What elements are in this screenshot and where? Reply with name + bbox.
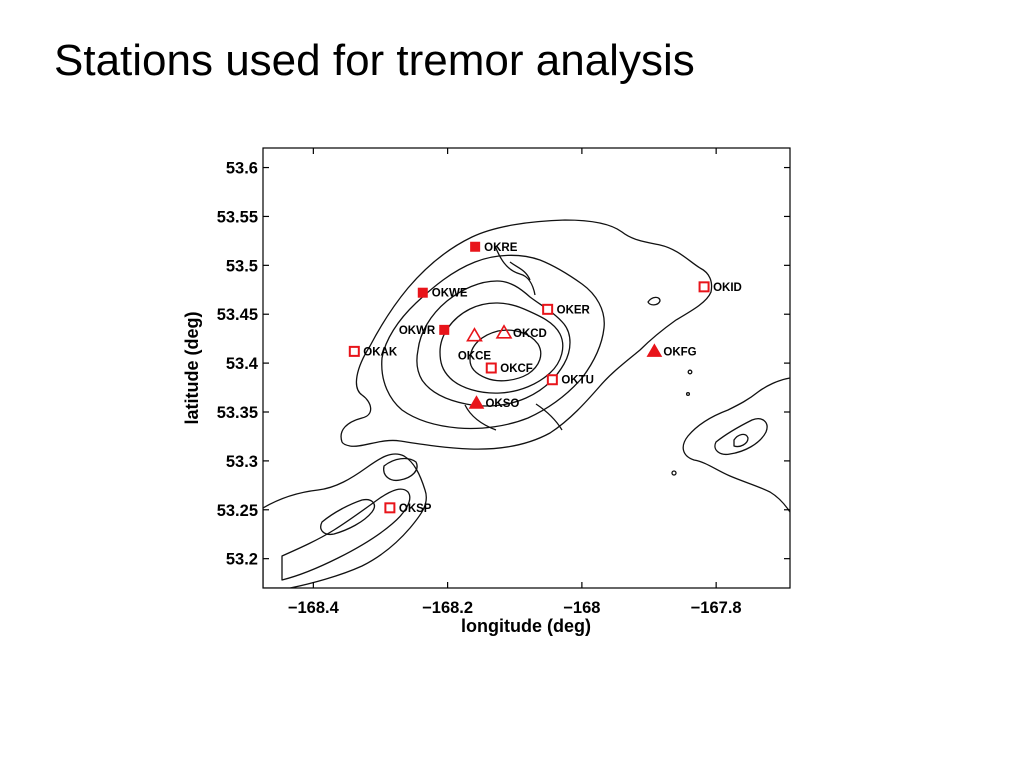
coastline-contour <box>340 219 713 450</box>
station-label: OKSO <box>485 398 519 410</box>
station-marker <box>417 287 428 298</box>
station-okce: OKCE <box>458 327 492 363</box>
islet-contour <box>685 391 691 397</box>
caldera-contour <box>439 302 564 394</box>
station-label: OKID <box>713 282 742 294</box>
ridge-contour <box>509 261 531 281</box>
station-marker <box>470 241 481 252</box>
inner-contour-2 <box>416 280 571 407</box>
y-tick-label: 53.45 <box>217 306 258 324</box>
station-marker <box>495 324 513 339</box>
islet-contour <box>687 369 693 375</box>
eastern-landmass-contour <box>714 418 768 456</box>
y-tick-label: 53.55 <box>217 208 258 226</box>
x-tick-label: −168.4 <box>288 599 340 617</box>
station-label: OKAK <box>363 346 398 358</box>
station-label: OKFG <box>663 346 696 358</box>
ridge-contour <box>535 403 563 431</box>
y-axis: 53.2 53.25 53.3 53.35 53.4 53.45 53.5 53.55 53.6 <box>217 160 790 569</box>
station-oker: OKER <box>542 303 591 316</box>
station-okfg: OKFG <box>646 343 697 358</box>
peninsula-contour <box>320 498 376 536</box>
station-marker <box>698 281 710 293</box>
slide-title: Stations used for tremor analysis <box>54 36 695 85</box>
station-okcf: OKCF <box>485 362 533 375</box>
y-tick-label: 53.6 <box>226 160 258 178</box>
station-marker <box>439 324 450 335</box>
station-okre: OKRE <box>470 241 518 254</box>
islet-contour <box>647 296 661 306</box>
x-tick-label: −168.2 <box>422 599 473 617</box>
station-label: OKCD <box>513 328 547 340</box>
station-label: OKTU <box>561 375 594 387</box>
station-okso: OKSO <box>468 395 519 410</box>
y-tick-label: 53.5 <box>226 257 258 275</box>
caldera-floor-contour <box>469 329 542 382</box>
station-markers: OKRE OKWE OKWR OKCE OKCD OKER OKAK OKCF OKTU OKFG… <box>348 241 742 515</box>
station-label: OKCF <box>500 363 533 375</box>
inner-contour-1 <box>381 254 605 430</box>
y-tick-label: 53.4 <box>226 355 259 373</box>
station-label: OKER <box>557 304 591 316</box>
plot-frame <box>262 147 791 589</box>
station-oksp: OKSP <box>384 502 432 515</box>
station-marker <box>542 303 554 315</box>
ridge-contour <box>464 404 497 431</box>
x-tick-label: −167.8 <box>691 599 742 617</box>
station-okwr: OKWR <box>399 324 450 337</box>
station-label: OKCE <box>458 351 492 363</box>
station-label: OKRE <box>484 242 518 254</box>
station-marker <box>348 345 360 357</box>
station-label: OKWR <box>399 325 436 337</box>
contour-lines <box>263 219 790 588</box>
station-marker <box>466 327 483 342</box>
station-okak: OKAK <box>348 345 398 358</box>
station-oktu: OKTU <box>546 374 594 387</box>
eastern-landmass-contour <box>682 377 790 513</box>
station-marker <box>646 343 663 357</box>
eastern-landmass-contour <box>733 433 749 448</box>
x-axis-label: longitude (deg) <box>461 616 591 636</box>
y-tick-label: 53.25 <box>217 502 258 520</box>
y-tick-label: 53.35 <box>217 404 258 422</box>
station-okid: OKID <box>698 281 742 294</box>
station-marker <box>468 395 485 409</box>
peninsula-contour <box>263 453 427 588</box>
y-tick-label: 53.2 <box>226 551 258 569</box>
peninsula-contour <box>281 488 411 581</box>
station-marker <box>546 374 558 386</box>
peninsula-contour <box>383 457 418 482</box>
station-label: OKSP <box>399 503 432 515</box>
islet-contour <box>671 470 677 476</box>
station-label: OKWE <box>432 288 468 300</box>
x-axis: −168.4 −168.2 −168 −167.8 <box>288 148 742 617</box>
station-marker <box>485 362 497 374</box>
station-okwe: OKWE <box>417 287 468 300</box>
station-okcd: OKCD <box>495 324 547 340</box>
ridge-contour <box>494 245 536 296</box>
y-axis-label: latitude (deg) <box>182 312 202 425</box>
x-tick-label: −168 <box>563 599 600 617</box>
station-marker <box>384 502 396 514</box>
y-tick-label: 53.3 <box>226 453 258 471</box>
